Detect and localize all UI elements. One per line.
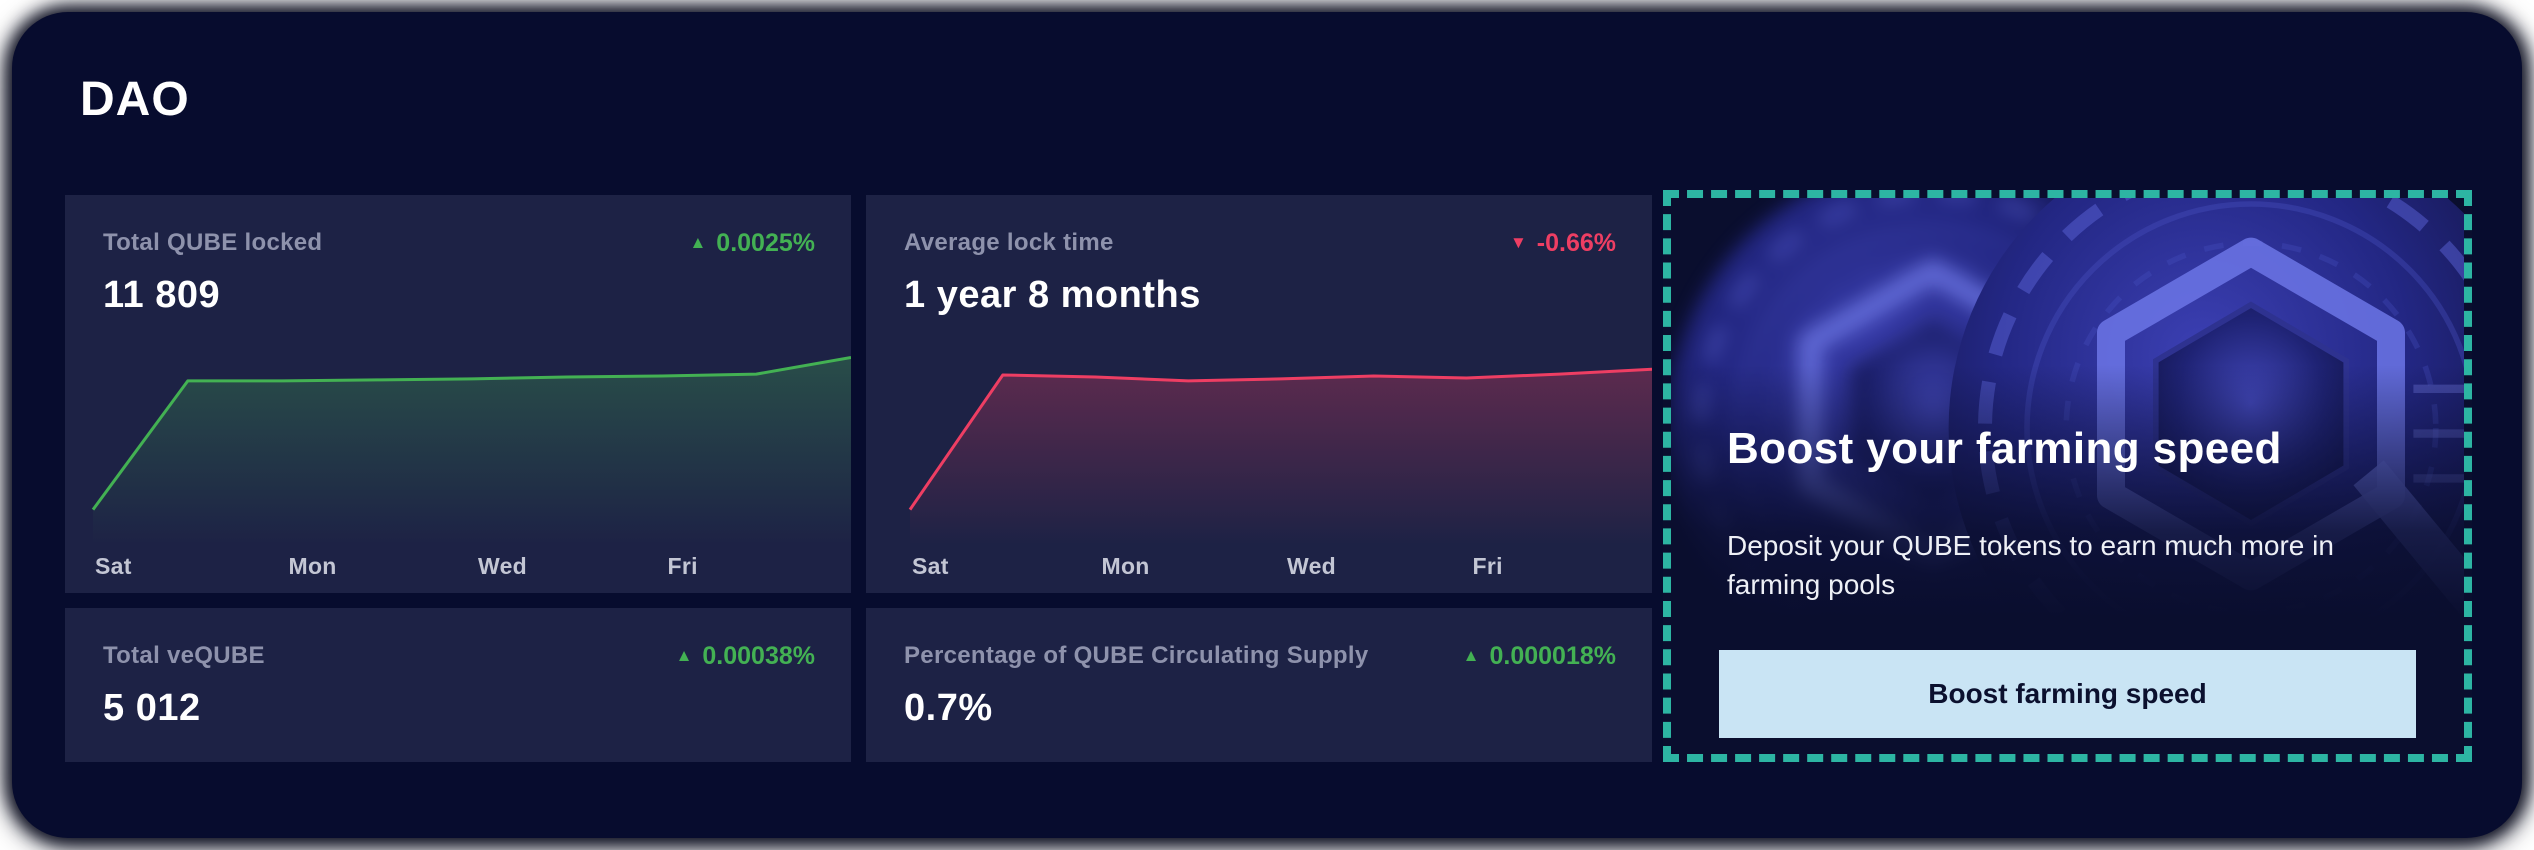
total-qube-locked-value: 11 809: [103, 274, 221, 316]
total-qube-locked-change: ▲ 0.0025%: [689, 229, 815, 258]
total-qube-locked-card: Total QUBE locked ▲ 0.0025% 11 809 Sat M…: [65, 195, 851, 593]
boost-farming-banner: Boost your farming speed Deposit your QU…: [1663, 190, 2472, 762]
dao-dashboard-panel: DAO Total QUBE locked ▲ 0.0025% 11 809 S…: [12, 12, 2522, 838]
x-axis-ticks: Sat Mon Wed Fri: [866, 553, 1652, 583]
tick-label: Mon: [288, 553, 337, 579]
trend-up-icon: ▲: [689, 233, 707, 252]
change-value: 0.000018%: [1489, 642, 1616, 670]
average-lock-time-card: Average lock time ▼ -0.66% 1 year 8 mont…: [866, 195, 1652, 593]
qube-supply-percentage-change: ▲ 0.000018%: [1463, 642, 1616, 671]
tick-label: Mon: [1101, 553, 1150, 579]
qube-supply-percentage-card: Percentage of QUBE Circulating Supply ▲ …: [866, 608, 1652, 762]
x-axis-ticks: Sat Mon Wed Fri: [65, 553, 851, 583]
change-value: 0.00038%: [702, 642, 815, 670]
total-veqube-value: 5 012: [103, 687, 201, 729]
qube-supply-percentage-label: Percentage of QUBE Circulating Supply: [904, 642, 1369, 669]
total-veqube-change: ▲ 0.00038%: [676, 642, 815, 671]
qube-coins-artwork: [1671, 198, 2464, 754]
trend-up-icon: ▲: [675, 646, 693, 665]
total-qube-locked-label: Total QUBE locked: [103, 229, 323, 256]
total-veqube-card: Total veQUBE ▲ 0.00038% 5 012: [65, 608, 851, 762]
average-lock-time-chart: [908, 367, 1652, 545]
average-lock-time-change: ▼ -0.66%: [1510, 229, 1616, 258]
boost-farming-speed-button[interactable]: Boost farming speed: [1719, 650, 2416, 738]
tick-label: Wed: [1287, 553, 1337, 579]
change-value: -0.66%: [1536, 229, 1616, 257]
change-value: 0.0025%: [716, 229, 815, 257]
tick-label: Fri: [1472, 553, 1503, 579]
average-lock-time-value: 1 year 8 months: [904, 274, 1201, 316]
trend-down-icon: ▼: [1509, 233, 1527, 252]
total-veqube-label: Total veQUBE: [103, 642, 265, 669]
qube-supply-percentage-value: 0.7%: [904, 687, 993, 729]
average-lock-time-label: Average lock time: [904, 229, 1114, 256]
promo-description: Deposit your QUBE tokens to earn much mo…: [1727, 530, 2334, 601]
total-qube-locked-chart: [91, 356, 851, 545]
page-title: DAO: [80, 73, 190, 126]
tick-label: Wed: [478, 553, 528, 579]
promo-title: Boost your farming speed: [1727, 424, 2282, 473]
tick-label: Fri: [667, 553, 698, 579]
tick-label: Sat: [95, 553, 132, 579]
trend-up-icon: ▲: [1462, 646, 1480, 665]
tick-label: Sat: [912, 553, 949, 579]
